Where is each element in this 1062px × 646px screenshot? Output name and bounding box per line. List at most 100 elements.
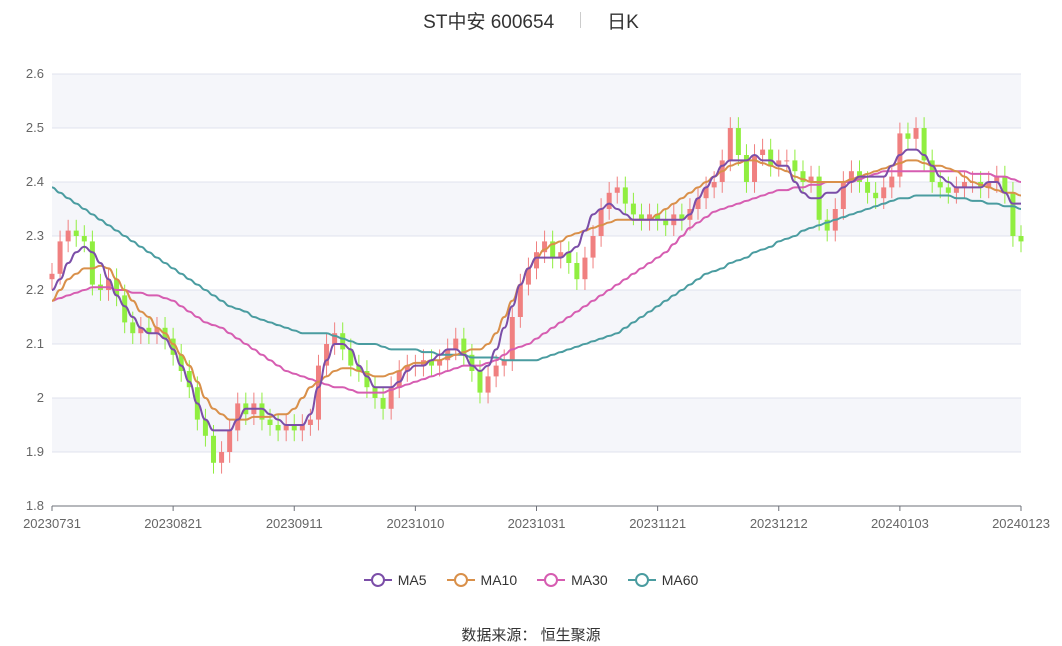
- candle-body: [186, 371, 192, 388]
- candle-body: [348, 349, 354, 366]
- candle-body: [542, 241, 548, 253]
- candle-body: [760, 149, 766, 155]
- candle-body: [65, 230, 71, 242]
- candle: [73, 219, 79, 247]
- candle-body: [388, 387, 394, 409]
- candle: [614, 176, 620, 204]
- candle-body: [937, 182, 943, 188]
- candle-body: [679, 214, 685, 220]
- candle: [259, 392, 265, 431]
- candle: [743, 144, 749, 193]
- candle: [533, 241, 540, 280]
- candle-body: [81, 236, 87, 242]
- candle: [89, 230, 95, 296]
- period-label: 日K: [607, 11, 639, 33]
- candle-body: [340, 333, 346, 350]
- candle: [477, 360, 483, 404]
- legend: MA5 MA10 MA30 MA60: [0, 572, 1062, 588]
- legend-ma5[interactable]: MA5: [363, 572, 427, 588]
- candle-body: [695, 198, 701, 209]
- candle-body: [865, 182, 871, 193]
- candle-body: [1010, 192, 1016, 236]
- candle: [1018, 225, 1024, 253]
- candle-body: [493, 365, 499, 377]
- x-tick-label: 20231010: [386, 516, 444, 531]
- candle: [752, 144, 758, 193]
- legend-ma60[interactable]: MA60: [627, 572, 698, 588]
- candle: [590, 225, 596, 269]
- candle-body: [558, 252, 564, 258]
- legend-ma10[interactable]: MA10: [446, 572, 518, 588]
- candle-body: [800, 171, 806, 182]
- chart-title: ST中安 600654 日K: [0, 6, 1062, 34]
- candle-body: [178, 354, 184, 371]
- candle-body: [469, 354, 475, 371]
- candle-body: [525, 268, 531, 285]
- candle-body: [1018, 236, 1024, 242]
- candle-body: [961, 182, 967, 188]
- candle: [598, 198, 604, 247]
- legend-ma10-icon: [446, 573, 475, 587]
- candle-body: [437, 360, 443, 366]
- candle: [315, 354, 321, 431]
- candle-body: [299, 425, 305, 431]
- ma-lines: [51, 148, 1022, 432]
- candle: [348, 338, 354, 377]
- x-tick-label: 20231212: [750, 516, 808, 531]
- legend-ma10-label: MA10: [480, 572, 518, 588]
- candle-body: [752, 155, 758, 182]
- candle: [404, 354, 410, 382]
- candle-body: [663, 219, 669, 226]
- legend-ma5-label: MA5: [397, 572, 427, 588]
- legend-ma30-icon: [537, 573, 566, 587]
- candle-body: [606, 192, 612, 209]
- x-tick-label: 20230911: [266, 516, 323, 531]
- candle-body: [235, 403, 241, 431]
- y-tick-label: 2.4: [26, 174, 44, 189]
- candle-body: [404, 365, 410, 371]
- candle-body: [380, 398, 386, 409]
- candle: [210, 425, 217, 474]
- axes: 1.8 1.9 2 2.1 2.2 2.3 2.4 2.5 2.6 20230731 2023082…: [23, 66, 1050, 531]
- candle: [517, 273, 523, 328]
- candle: [824, 209, 830, 242]
- candle-body: [1002, 176, 1008, 193]
- data-source: 数据来源： 恒生聚源: [461, 627, 601, 644]
- x-tick-label: 20231031: [508, 516, 566, 531]
- candle: [808, 165, 814, 193]
- candle: [606, 182, 612, 220]
- candle: [647, 203, 653, 231]
- x-tick-label: 20230821: [144, 516, 202, 531]
- candle-body: [267, 419, 273, 425]
- candle-body: [324, 344, 330, 366]
- candle-body: [905, 133, 911, 139]
- candle: [558, 241, 564, 269]
- candle-body: [533, 252, 540, 269]
- legend-ma30-label: MA30: [571, 572, 608, 588]
- candle: [154, 317, 160, 344]
- candle-body: [921, 128, 927, 161]
- candle-body: [57, 241, 63, 274]
- candle: [582, 246, 588, 290]
- candle-body: [49, 273, 55, 280]
- x-tick-label: 20230731: [23, 516, 81, 531]
- candle: [291, 414, 297, 442]
- candle: [695, 187, 701, 220]
- candle: [235, 392, 241, 442]
- candle: [396, 360, 402, 398]
- candle: [1002, 165, 1008, 204]
- candle-body: [396, 371, 402, 388]
- candle-body: [727, 128, 733, 161]
- candle-body: [582, 257, 588, 280]
- legend-ma30[interactable]: MA30: [537, 572, 608, 588]
- y-tick-label: 2.1: [26, 336, 44, 351]
- candle: [356, 354, 362, 382]
- candle-body: [735, 128, 741, 155]
- legend-ma60-icon: [627, 573, 656, 587]
- candle: [905, 122, 911, 150]
- candle-body: [590, 236, 596, 258]
- background-band: [52, 74, 1021, 128]
- candle-body: [994, 176, 1000, 182]
